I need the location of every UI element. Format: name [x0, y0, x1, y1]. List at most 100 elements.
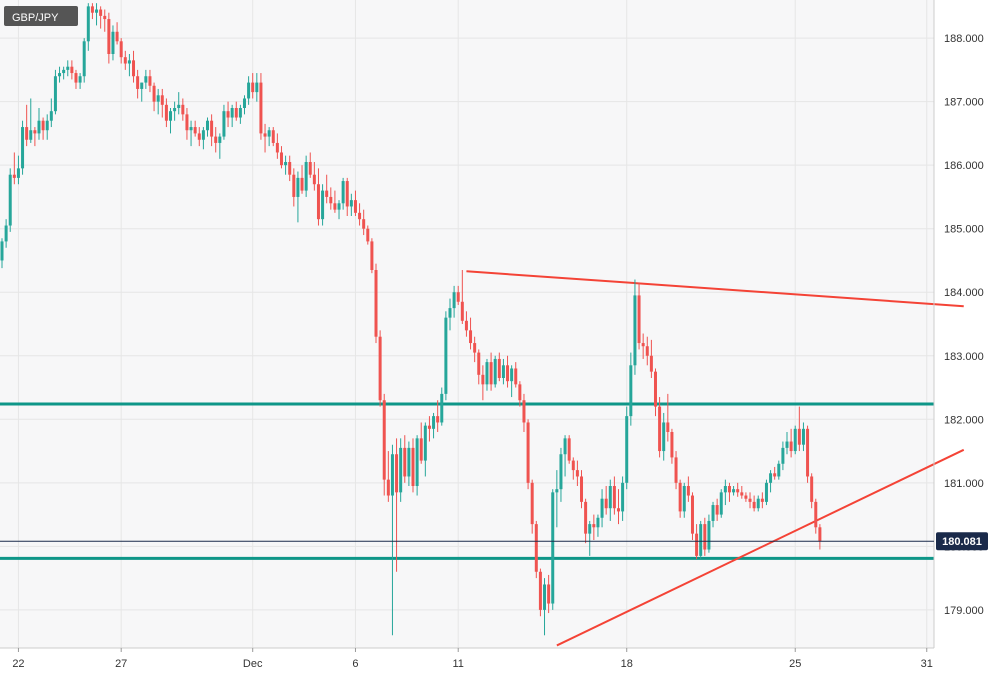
candle-body-up	[440, 393, 444, 423]
candle	[678, 479, 682, 518]
candle-body-up	[407, 447, 411, 477]
candle	[690, 492, 694, 540]
candle	[464, 311, 468, 337]
candle	[456, 285, 460, 305]
candle-body-down	[181, 104, 185, 115]
candle-body-down	[103, 15, 107, 20]
candle-body-down	[538, 571, 542, 610]
candle	[271, 127, 275, 147]
candle-body-down	[678, 482, 682, 512]
candle-body-up	[801, 428, 805, 445]
candle-body-down	[580, 476, 584, 502]
candle	[173, 101, 177, 121]
candle	[752, 495, 756, 512]
candle-body-down	[547, 584, 551, 604]
candle-body-down	[460, 301, 464, 321]
candle	[312, 162, 316, 191]
candle-body-down	[378, 336, 382, 401]
candle-body-up	[633, 295, 637, 366]
candle-body-down	[740, 492, 744, 496]
candle	[70, 60, 74, 80]
candle	[119, 38, 123, 64]
candle-body-down	[469, 330, 473, 344]
candle-body-down	[345, 181, 349, 207]
candle	[662, 412, 666, 461]
candle-body-down	[419, 438, 423, 461]
candle-body-up	[242, 98, 246, 108]
candle	[764, 479, 768, 506]
candle	[308, 152, 312, 178]
candle	[415, 435, 419, 496]
last-price-label: 180.081	[942, 536, 982, 548]
candle-body-up	[95, 9, 99, 13]
candle	[226, 101, 230, 128]
candle-body-down	[727, 486, 731, 493]
candle	[382, 393, 386, 496]
candle	[251, 73, 255, 99]
candle-body-up	[255, 82, 259, 93]
candle	[555, 470, 559, 528]
candle	[411, 438, 415, 493]
candle-body-up	[588, 524, 592, 534]
candle-body-down	[366, 228, 370, 242]
candle	[164, 98, 168, 128]
candle-body-up	[732, 489, 736, 493]
candle-body-down	[403, 447, 407, 477]
candle-body-up	[58, 73, 62, 77]
candle	[621, 476, 625, 521]
x-tick-label: 25	[789, 658, 801, 670]
candle	[296, 171, 300, 223]
candle-body-down	[690, 495, 694, 534]
candle	[427, 416, 431, 442]
candle-body-down	[353, 200, 357, 213]
candle	[773, 466, 777, 480]
candle	[592, 514, 596, 540]
candle	[337, 200, 341, 220]
candle-body-down	[160, 95, 164, 105]
candle	[4, 219, 8, 248]
symbol-badge: GBP/JPY	[4, 6, 78, 26]
candle	[469, 317, 473, 350]
candle	[760, 492, 764, 509]
candle-body-up	[707, 520, 711, 550]
candle-body-down	[107, 19, 111, 54]
candle	[596, 514, 600, 537]
candle	[674, 451, 678, 490]
candle	[238, 104, 242, 124]
candle-body-down	[325, 190, 329, 197]
candle-body-up	[662, 422, 666, 452]
candle	[567, 435, 571, 464]
candle	[292, 168, 296, 207]
symbol-label: GBP/JPY	[12, 12, 59, 24]
candle-body-down	[312, 174, 316, 185]
candle-body-up	[62, 69, 66, 74]
grid-lines	[0, 0, 934, 648]
candle-body-down	[362, 219, 366, 229]
candle-body-down	[214, 136, 218, 143]
candle	[16, 155, 20, 185]
candle	[612, 476, 616, 515]
candle	[284, 155, 288, 175]
candle	[403, 435, 407, 483]
candle	[370, 238, 374, 274]
candle-body-down	[152, 85, 156, 102]
candle	[132, 50, 136, 83]
candle	[571, 457, 575, 480]
candle-body-down	[226, 111, 230, 118]
candle-body-down	[666, 422, 670, 432]
candle	[748, 492, 752, 509]
last-price-badge	[936, 532, 988, 551]
candle-body-up	[53, 76, 57, 112]
candle	[440, 387, 444, 426]
candle	[436, 400, 440, 432]
candle	[732, 486, 736, 496]
x-tick-label: Dec	[243, 658, 263, 670]
candle-body-down	[736, 489, 740, 493]
candle-body-up	[4, 225, 8, 242]
candle	[222, 104, 226, 140]
candle-body-down	[760, 498, 764, 502]
candle	[633, 279, 637, 375]
candle	[374, 263, 378, 344]
candle	[333, 190, 337, 213]
candle	[707, 514, 711, 553]
